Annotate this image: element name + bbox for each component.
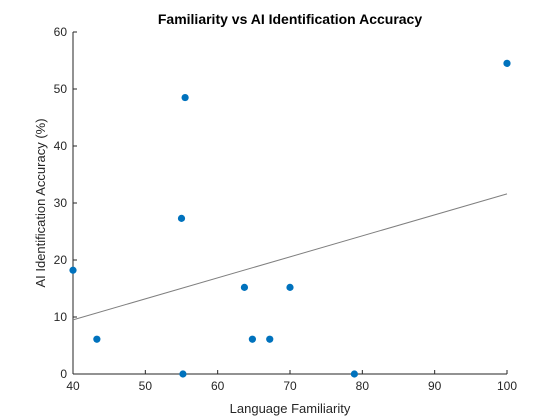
data-point [248, 335, 256, 343]
trend-line [72, 193, 508, 321]
y-tick-label: 30 [54, 196, 68, 210]
x-axis-label: Language Familiarity [230, 401, 351, 416]
y-tick-label: 0 [60, 367, 67, 381]
data-point [266, 335, 274, 343]
y-tick-label: 20 [54, 253, 68, 267]
x-tick-label: 70 [283, 379, 297, 393]
data-points [69, 59, 511, 378]
y-tick-label: 40 [54, 139, 68, 153]
data-point [179, 370, 187, 378]
y-tick-label: 50 [54, 82, 68, 96]
data-point [350, 370, 358, 378]
y-tick-label: 60 [54, 25, 68, 39]
data-point [240, 283, 249, 291]
data-point [286, 283, 294, 291]
x-tick-label: 40 [66, 379, 80, 393]
data-point [93, 335, 101, 343]
data-point [503, 59, 511, 67]
data-point [177, 214, 186, 222]
y-axis-label: AI Identification Accuracy (%) [33, 118, 48, 287]
y-tick-label: 10 [54, 310, 68, 324]
x-tick-label: 100 [497, 379, 517, 393]
x-tick-label: 60 [211, 379, 225, 393]
data-point [69, 266, 77, 274]
data-point [181, 93, 189, 102]
x-tick-label: 50 [139, 379, 153, 393]
plot-area: 40 50 60 70 80 90 100 0 10 20 30 40 50 60 [54, 25, 518, 393]
x-tick-label: 80 [356, 379, 370, 393]
x-ticks: 40 50 60 70 80 90 100 [66, 370, 517, 393]
x-tick-label: 90 [428, 379, 442, 393]
chart-title: Familiarity vs AI Identification Accurac… [158, 11, 422, 27]
y-ticks: 0 10 20 30 40 50 60 [54, 25, 77, 381]
